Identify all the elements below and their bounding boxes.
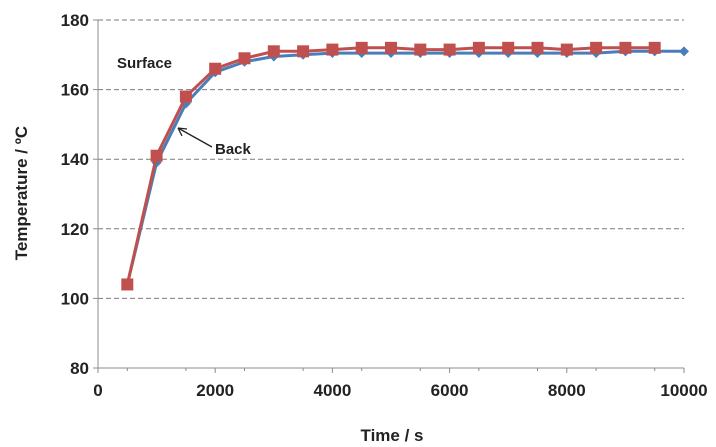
y-tick-label: 80 bbox=[70, 359, 89, 378]
back-annotation-arrowhead bbox=[177, 127, 188, 137]
surface-point bbox=[619, 41, 632, 54]
surface-point bbox=[560, 43, 573, 56]
x-tick-label: 8000 bbox=[548, 381, 586, 400]
surface-point bbox=[355, 41, 368, 54]
surface-point bbox=[238, 52, 251, 65]
surface-point bbox=[297, 45, 310, 58]
surface-point bbox=[443, 43, 456, 56]
gridlines bbox=[98, 19, 684, 299]
axes bbox=[93, 19, 685, 373]
x-tick-label: 10000 bbox=[660, 381, 707, 400]
surface-point bbox=[267, 45, 280, 58]
surface-point bbox=[531, 41, 544, 54]
y-axis-title: Temperature / ºC bbox=[12, 126, 31, 260]
tick-labels: 80 100 120 140 160 180 0 2000 4000 6000 8000 10000 bbox=[61, 11, 708, 400]
surface-point bbox=[472, 41, 485, 54]
back-annotation-arrow bbox=[177, 127, 213, 148]
surface-annotation: Surface bbox=[117, 55, 172, 72]
surface-point bbox=[209, 62, 222, 75]
x-tick-label: 4000 bbox=[313, 381, 351, 400]
x-axis-title: Time / s bbox=[361, 426, 424, 445]
x-tick-label: 6000 bbox=[431, 381, 469, 400]
back-point bbox=[679, 46, 689, 57]
y-tick-label: 160 bbox=[61, 81, 89, 100]
y-tick-label: 180 bbox=[61, 11, 89, 30]
surface-point bbox=[150, 149, 163, 162]
back-annotation: Back bbox=[215, 141, 252, 158]
surface-point bbox=[385, 41, 397, 54]
surface-point bbox=[121, 278, 134, 291]
surface-point bbox=[502, 41, 515, 54]
y-tick-label: 100 bbox=[61, 289, 89, 308]
surface-point bbox=[326, 43, 339, 56]
y-tick-label: 140 bbox=[61, 150, 89, 169]
x-tick-label: 2000 bbox=[196, 381, 234, 400]
series-layer bbox=[121, 41, 689, 291]
surface-point bbox=[648, 41, 661, 54]
surface-point bbox=[179, 90, 192, 103]
surface-point bbox=[414, 43, 427, 56]
back-series-line bbox=[125, 49, 684, 285]
y-tick-label: 120 bbox=[61, 220, 89, 239]
surface-point bbox=[590, 41, 603, 54]
x-tick-label: 0 bbox=[93, 381, 102, 400]
